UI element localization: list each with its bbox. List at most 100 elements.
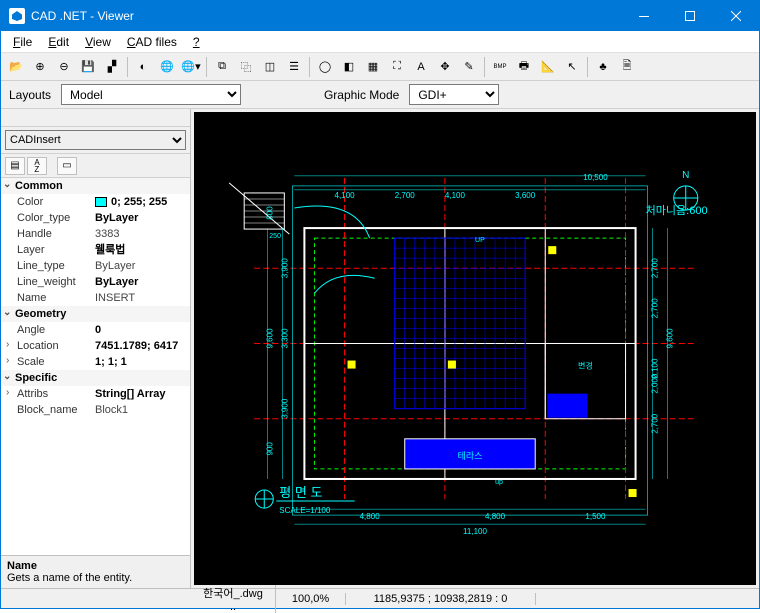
half-icon[interactable]: ◧	[338, 56, 360, 78]
svg-text:4,100: 4,100	[335, 191, 356, 200]
svg-text:4,800: 4,800	[360, 512, 381, 521]
prop-name[interactable]: NameINSERT	[1, 290, 190, 306]
maximize-button[interactable]	[667, 1, 713, 31]
propgroup-specific[interactable]: Specific	[1, 370, 190, 386]
bmp-icon[interactable]: BMP	[489, 56, 511, 78]
property-toolbar: ▤ AZ ▭	[1, 154, 190, 178]
prop-line_weight[interactable]: Line_weightByLayer	[1, 274, 190, 290]
svg-text:2,700: 2,700	[395, 191, 416, 200]
expand-icon[interactable]: ⛶	[386, 56, 408, 78]
graphic-mode-label: Graphic Mode	[324, 88, 399, 102]
prop-line_type[interactable]: Line_typeByLayer	[1, 258, 190, 274]
app-icon	[9, 8, 25, 24]
property-help: Name Gets a name of the entity.	[1, 555, 190, 588]
pages-icon[interactable]: ▭	[57, 157, 77, 175]
entity-combo-wrap: CADInsert	[1, 127, 190, 154]
menubar: File Edit View CAD files ?	[1, 31, 759, 53]
property-list: CommonColor0; 255; 255Color_typeByLayerH…	[1, 178, 190, 555]
svg-text:3,900: 3,900	[280, 398, 289, 419]
svg-text:9,600: 9,600	[265, 328, 274, 349]
cad-svg: 테라스변경UPup2504,1002,7004,1003,60010,5003,…	[194, 112, 756, 585]
layouts-select[interactable]: Model	[61, 84, 241, 105]
categorize-icon[interactable]: ▤	[5, 157, 25, 175]
menu-view[interactable]: View	[77, 33, 119, 51]
pan-4-icon[interactable]: ✥	[434, 56, 456, 78]
measure-icon[interactable]: 📐	[537, 56, 559, 78]
prop-color_type[interactable]: Color_typeByLayer	[1, 210, 190, 226]
svg-text:900: 900	[265, 442, 274, 456]
prop-location[interactable]: Location7451.1789; 6417	[1, 338, 190, 354]
layoutbar: Layouts Model Graphic Mode GDI+	[1, 81, 759, 109]
graphic-mode-select[interactable]: GDI+	[409, 84, 499, 105]
open-icon[interactable]: 📂	[5, 56, 27, 78]
prop-color[interactable]: Color0; 255; 255	[1, 194, 190, 210]
circle-icon[interactable]: ◯	[314, 56, 336, 78]
brush-icon[interactable]: ✎	[458, 56, 480, 78]
svg-text:UP: UP	[475, 237, 485, 244]
main-area: CADInsert ▤ AZ ▭ CommonColor0; 255; 255C…	[1, 109, 759, 588]
zoom-out-icon[interactable]: ⊖	[53, 56, 75, 78]
text-a-icon[interactable]: A	[410, 56, 432, 78]
prop-scale[interactable]: Scale1; 1; 1	[1, 354, 190, 370]
prop-handle[interactable]: Handle3383	[1, 226, 190, 242]
svg-text:800: 800	[265, 206, 274, 220]
svg-text:1,500: 1,500	[585, 512, 606, 521]
prop-attribs[interactable]: AttribsString[] Array	[1, 386, 190, 402]
window-title: CAD .NET - Viewer	[31, 9, 621, 23]
zoom-in-icon[interactable]: ⊕	[29, 56, 51, 78]
globe-dd-icon[interactable]: 🌐▾	[180, 56, 202, 78]
titlebar: CAD .NET - Viewer	[1, 1, 759, 31]
print-icon[interactable]: 🖶	[513, 56, 535, 78]
svg-text:3,900: 3,900	[280, 258, 289, 279]
doc-icon[interactable]: 🗎	[616, 56, 638, 78]
sort-az-icon[interactable]: AZ	[27, 157, 47, 175]
svg-text:N: N	[682, 170, 689, 181]
menu-file[interactable]: File	[5, 33, 40, 51]
svg-text:2,700: 2,700	[651, 258, 660, 279]
svg-text:테라스: 테라스	[458, 451, 483, 461]
copy-icon[interactable]: ⧉	[211, 56, 233, 78]
svg-text:SCALE=1/100: SCALE=1/100	[279, 506, 331, 515]
svg-text:10,500: 10,500	[583, 173, 608, 182]
window-buttons	[621, 1, 759, 31]
menu-help[interactable]: ?	[185, 33, 208, 51]
layouts-label: Layouts	[9, 88, 51, 102]
statusbar: 한국어_.dwg .. 100,0% 1185,9375 ; 10938,281…	[1, 588, 759, 608]
drawing-canvas[interactable]: 테라스변경UPup2504,1002,7004,1003,60010,5003,…	[194, 112, 756, 585]
prop-layer[interactable]: Layer웰룩법	[1, 242, 190, 258]
propgroup-common[interactable]: Common	[1, 178, 190, 194]
close-button[interactable]	[713, 1, 759, 31]
arrow-icon[interactable]: ↖	[561, 56, 583, 78]
group-icon[interactable]: ⿻	[235, 56, 257, 78]
svg-text:4,800: 4,800	[485, 512, 506, 521]
prop-angle[interactable]: Angle0	[1, 322, 190, 338]
status-coords: 1185,9375 ; 10938,2819 : 0	[346, 593, 536, 605]
svg-text:3,600: 3,600	[515, 191, 536, 200]
svg-text:평 면 도: 평 면 도	[279, 485, 322, 500]
select-icon[interactable]: ▞	[101, 56, 123, 78]
menu-edit[interactable]: Edit	[40, 33, 77, 51]
menu-cad-files[interactable]: CAD files	[119, 33, 185, 51]
world-icon[interactable]: 🌐	[156, 56, 178, 78]
tree-icon[interactable]: ♣	[592, 56, 614, 78]
svg-text:9,600: 9,600	[666, 328, 675, 349]
help-name: Name	[7, 560, 184, 572]
minimize-button[interactable]	[621, 1, 667, 31]
sidebar-spacer	[1, 109, 190, 127]
propgroup-geometry[interactable]: Geometry	[1, 306, 190, 322]
svg-text:변경: 변경	[578, 361, 593, 371]
grid-icon[interactable]: ▦	[362, 56, 384, 78]
status-file: 한국어_.dwg ..	[191, 585, 276, 613]
overlap-icon[interactable]: ◫	[259, 56, 281, 78]
sidebar: CADInsert ▤ AZ ▭ CommonColor0; 255; 255C…	[1, 109, 191, 588]
svg-text:11,100: 11,100	[463, 527, 487, 536]
help-desc: Gets a name of the entity.	[7, 572, 184, 584]
entity-combo[interactable]: CADInsert	[5, 130, 186, 150]
stack-icon[interactable]: ☰	[283, 56, 305, 78]
prop-block_name[interactable]: Block_nameBlock1	[1, 402, 190, 418]
svg-text:2,700: 2,700	[651, 298, 660, 319]
save-icon[interactable]: 💾	[77, 56, 99, 78]
svg-text:2,700: 2,700	[651, 413, 660, 434]
swap-color-icon[interactable]: ◐	[132, 56, 154, 78]
canvas-wrap: 테라스변경UPup2504,1002,7004,1003,60010,5003,…	[191, 109, 759, 588]
